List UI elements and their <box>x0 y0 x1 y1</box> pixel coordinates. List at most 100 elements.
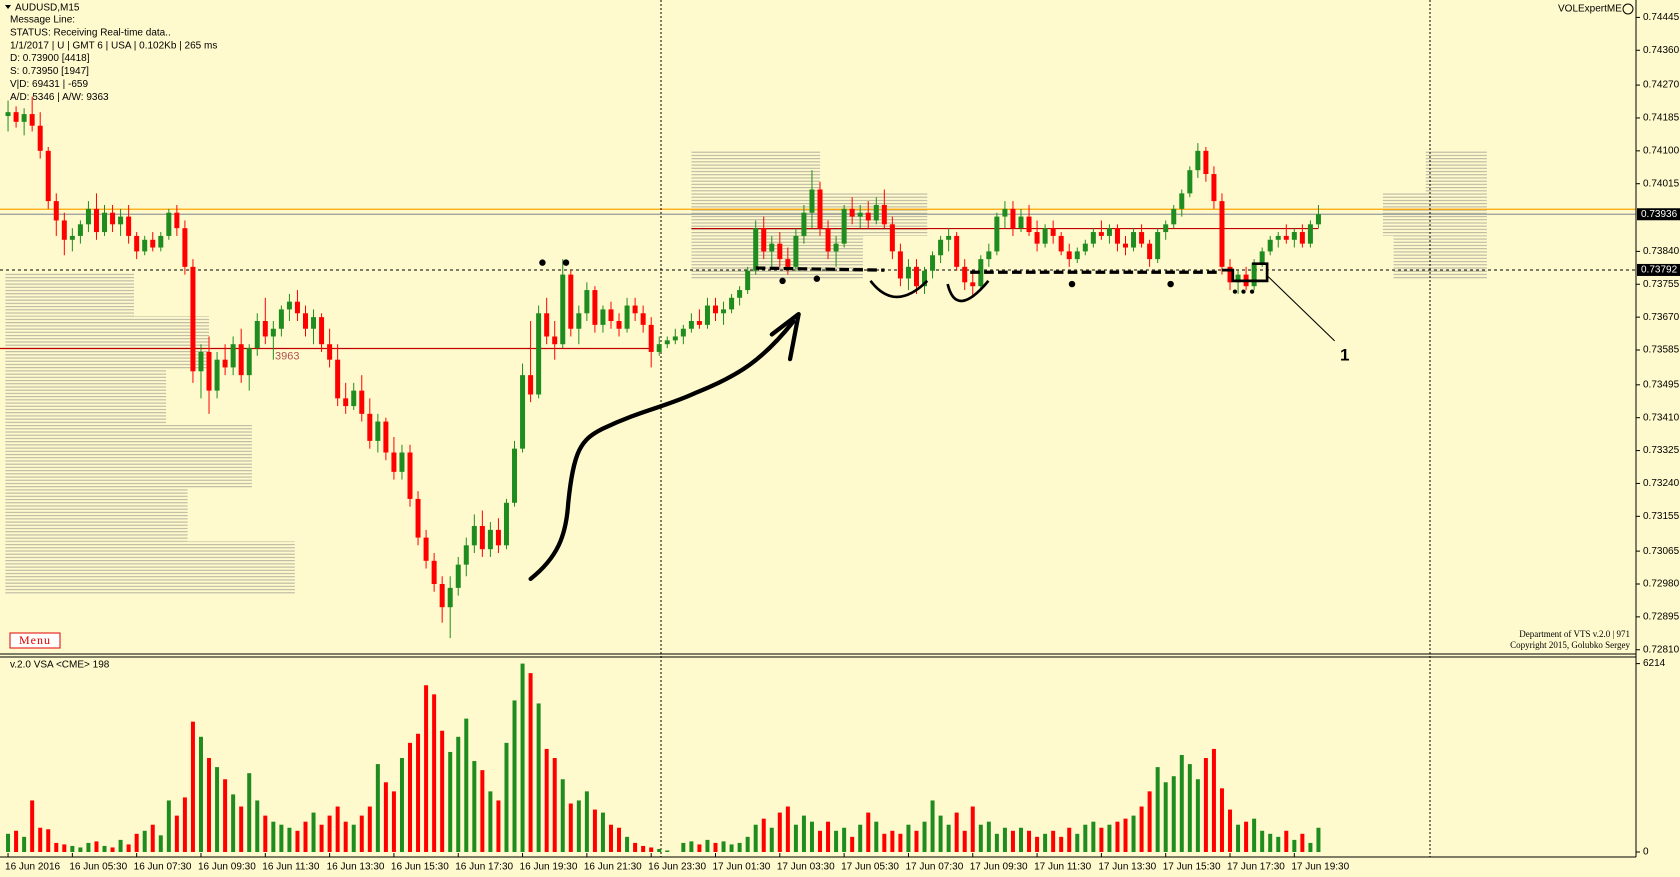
candle-body <box>1082 243 1088 252</box>
candle-body <box>1034 232 1040 244</box>
volume-bar <box>978 824 983 852</box>
candle-body <box>1291 232 1297 240</box>
candle-body <box>721 309 727 314</box>
candle-body <box>13 112 19 122</box>
y-tick-label: 0.73155 <box>1643 511 1680 522</box>
y-tick-label: 0.73325 <box>1643 445 1680 456</box>
candle-body <box>512 448 518 503</box>
volume-bar <box>1252 818 1257 852</box>
volume-bar <box>528 673 533 852</box>
candle-body <box>632 305 638 314</box>
candle-body <box>704 305 710 325</box>
candle-body <box>520 375 526 449</box>
candle-body <box>158 235 164 248</box>
menu-label[interactable]: Menu <box>19 633 51 647</box>
volume-bar <box>271 821 276 852</box>
candle-body <box>230 344 236 368</box>
volume-bar <box>158 835 163 852</box>
volume-bar <box>54 842 59 852</box>
candle-body <box>278 309 284 329</box>
candle-body <box>198 351 204 372</box>
candle-body <box>1050 228 1056 236</box>
candle-body <box>21 114 27 122</box>
volume-bar <box>231 794 236 852</box>
volume-bar <box>343 821 348 852</box>
y-tick-label: 0.74015 <box>1643 178 1680 189</box>
candle-body <box>439 583 445 608</box>
candle-body <box>463 545 469 565</box>
y-tick-label: 6214 <box>1643 658 1666 669</box>
candle-body <box>415 498 421 538</box>
candle-body <box>648 324 654 352</box>
info-line: Message Line: <box>10 15 75 26</box>
candle-body <box>624 305 630 329</box>
candle-body <box>1235 274 1241 283</box>
volume-bar <box>1163 782 1168 852</box>
volume-bar <box>504 742 509 852</box>
volume-bar <box>1171 776 1176 852</box>
info-panel: Message Line: STATUS: Receiving Real-time… <box>10 15 217 103</box>
volume-bar <box>62 844 67 852</box>
y-tick-label: 0.73755 <box>1643 279 1680 290</box>
volume-bar <box>1228 809 1233 852</box>
volume-bar <box>721 841 726 852</box>
candle-body <box>45 150 51 202</box>
volume-bar <box>1179 754 1184 852</box>
candle-body <box>1074 251 1080 260</box>
volume-bar <box>440 730 445 852</box>
volume-bar <box>705 839 710 852</box>
candle-body <box>343 398 349 407</box>
candle-body <box>1058 235 1064 252</box>
volume-bar <box>946 824 951 852</box>
volume-bar <box>472 761 477 852</box>
x-tick-label: 16 Jun 09:30 <box>198 862 256 873</box>
candle-body <box>5 112 11 117</box>
volume-bar <box>448 751 453 852</box>
candle-body <box>1098 232 1104 236</box>
volume-bar <box>1155 767 1160 852</box>
volume-bar <box>1027 830 1032 852</box>
volume-bar <box>416 733 421 852</box>
volume-bar <box>1236 824 1241 852</box>
candle-body <box>978 259 984 287</box>
x-tick-label: 17 Jun 19:30 <box>1291 862 1349 873</box>
candle-body <box>696 321 702 325</box>
volume-bar <box>1067 827 1072 852</box>
y-tick-label: 0.74270 <box>1643 80 1680 91</box>
candle-body <box>841 208 847 244</box>
volume-bar <box>134 833 139 852</box>
volume-bar <box>866 812 871 852</box>
y-tick-label: 0.74185 <box>1643 113 1680 124</box>
volume-bar <box>809 821 814 852</box>
volume-bar <box>689 841 694 852</box>
volume-bar <box>898 833 903 852</box>
candle-body <box>335 359 341 399</box>
volume-bar <box>142 830 147 852</box>
menu-button[interactable]: Menu <box>9 632 61 649</box>
info-line: V|D: 69431 | -659 <box>10 79 88 90</box>
candle-body <box>182 228 188 267</box>
volume-bar <box>383 782 388 852</box>
volume-bar <box>552 758 557 852</box>
volume-bar <box>1051 830 1056 852</box>
candle-body <box>190 266 196 372</box>
x-tick-label: 17 Jun 17:30 <box>1227 862 1285 873</box>
y-tick-label: 0.74445 <box>1643 12 1680 23</box>
candle-body <box>1123 243 1129 248</box>
frame <box>0 0 1637 858</box>
x-tick-label: 16 Jun 17:30 <box>455 862 513 873</box>
volume-bar <box>713 842 718 852</box>
y-tick-label: 0.72810 <box>1643 644 1680 655</box>
candle-body <box>905 266 911 279</box>
price-marker-label: 0.73936 <box>1641 209 1678 220</box>
volume-bar <box>1131 815 1136 852</box>
candle-body <box>1195 150 1201 171</box>
menu-box[interactable] <box>9 632 61 649</box>
volume-bar <box>38 827 43 852</box>
info-line: 1/1/2017 | U | GMT 6 | USA | 0.102Kb | 2… <box>10 40 217 51</box>
expert-icon <box>1622 3 1634 15</box>
candle-body <box>302 313 308 329</box>
volume-bar <box>576 800 581 852</box>
volume-bar <box>351 824 356 852</box>
volume-bar <box>1059 836 1064 852</box>
